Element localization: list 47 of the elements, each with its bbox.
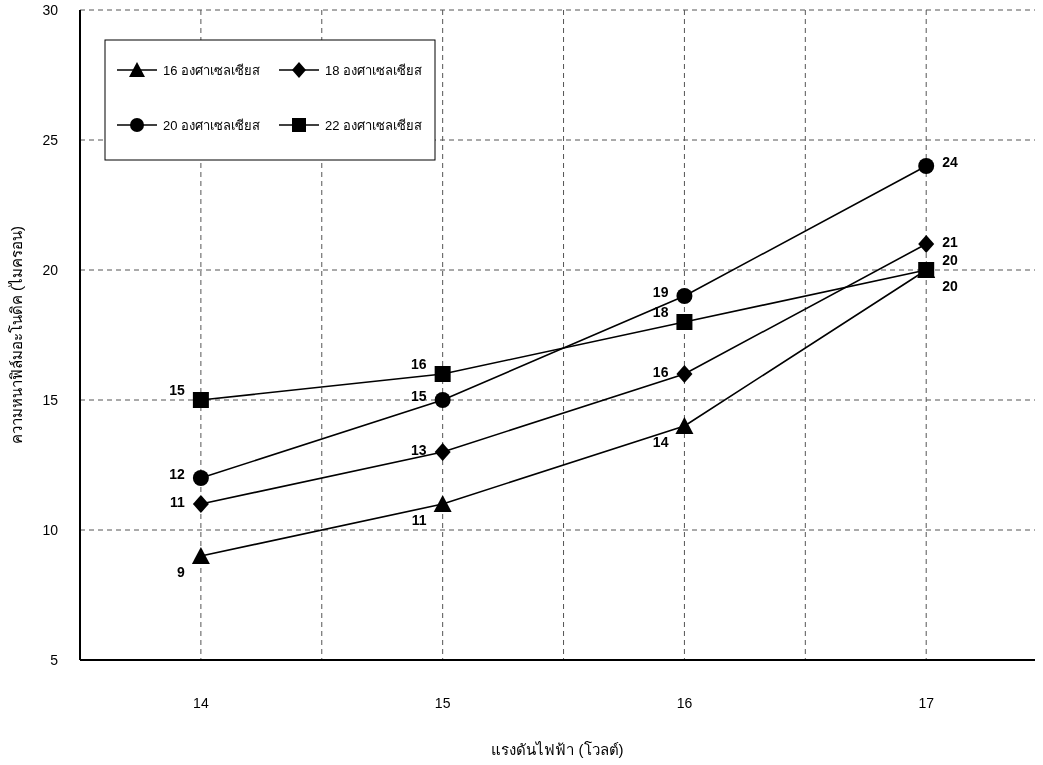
- point: [191, 547, 210, 564]
- point: [434, 392, 451, 408]
- x-tick-label: 17: [918, 695, 935, 711]
- data-label: 11: [170, 494, 186, 510]
- x-tick-label: 14: [193, 695, 209, 711]
- data-label: 13: [411, 442, 427, 458]
- data-label: 20: [942, 252, 958, 268]
- point: [433, 495, 452, 512]
- legend-label: 18 องศาเซลเซียส: [325, 63, 423, 78]
- point: [676, 365, 693, 383]
- data-label: 12: [169, 466, 186, 482]
- x-tick-label: 15: [434, 695, 451, 711]
- data-label: 15: [411, 388, 427, 404]
- point: [675, 417, 694, 434]
- data-label: 11: [411, 512, 427, 528]
- x-tick-label: 16: [676, 695, 693, 711]
- data-label: 16: [411, 356, 427, 372]
- y-tick-label: 20: [42, 262, 59, 278]
- legend-label: 22 องศาเซลเซียส: [325, 118, 423, 133]
- data-label: 20: [942, 278, 958, 294]
- point: [676, 314, 693, 330]
- point: [434, 443, 451, 461]
- y-tick-label: 30: [42, 2, 59, 18]
- point: [434, 366, 451, 382]
- point: [918, 262, 935, 278]
- y-tick-label: 15: [42, 392, 59, 408]
- y-tick-label: 5: [50, 652, 59, 668]
- point: [918, 235, 935, 253]
- y-tick-label: 10: [42, 522, 59, 538]
- point: [676, 288, 693, 304]
- data-label: 18: [652, 304, 669, 320]
- point: [192, 495, 209, 513]
- point: [918, 158, 935, 174]
- legend-label: 16 องศาเซลเซียส: [163, 63, 261, 78]
- legend-label: 20 องศาเซลเซียส: [163, 118, 261, 133]
- y-tick-label: 25: [42, 132, 59, 148]
- data-label: 19: [652, 284, 669, 300]
- data-label: 9: [177, 564, 186, 580]
- point: [192, 392, 209, 408]
- y-axis-title: ความหนาฟิล์มอะโนดิค (ไมครอน): [8, 225, 25, 445]
- point: [192, 470, 209, 486]
- data-label: 15: [169, 382, 186, 398]
- data-label: 21: [942, 234, 958, 250]
- data-label: 16: [652, 364, 669, 380]
- x-axis-title: แรงดันไฟฟ้า (โวลต์): [491, 741, 624, 758]
- data-label: 14: [652, 434, 669, 450]
- data-label: 24: [942, 154, 958, 170]
